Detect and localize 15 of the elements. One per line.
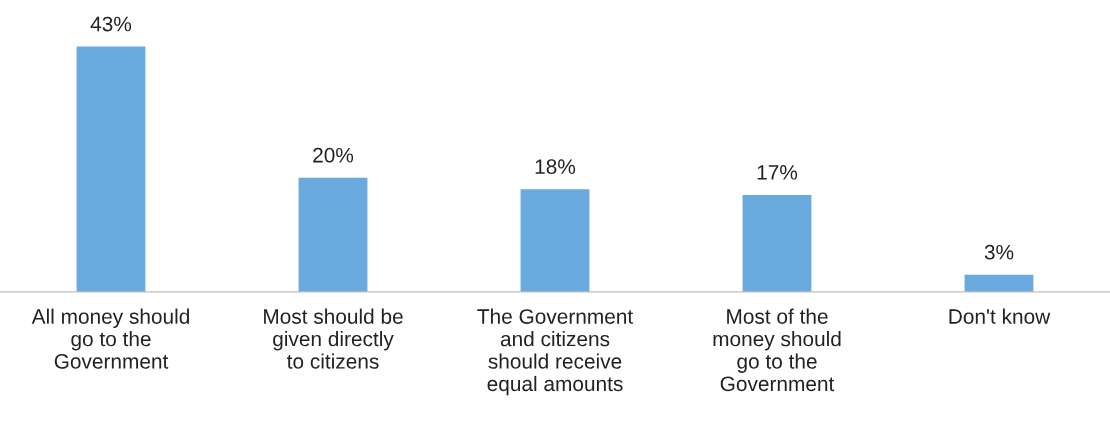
- bar: [964, 274, 1034, 292]
- data-label: 17%: [757, 165, 798, 180]
- bar: [298, 177, 368, 292]
- bar: [520, 189, 590, 292]
- data-label: 18%: [535, 159, 576, 174]
- bar: [76, 46, 146, 292]
- x-tick-label: The Government and citizens should receive equal amounts: [477, 308, 634, 396]
- data-label: 20%: [313, 147, 354, 163]
- x-tick-label: Most of the money should go to the Government: [713, 308, 841, 392]
- bar: [742, 194, 812, 292]
- x-tick-label: Don't know: [949, 308, 1051, 324]
- x-tick-label: All money should go to the Government: [31, 308, 189, 369]
- x-tick-label: Most should be given directly to citizens: [264, 308, 403, 369]
- data-label: 43%: [90, 16, 132, 32]
- data-label: 3%: [984, 244, 1014, 260]
